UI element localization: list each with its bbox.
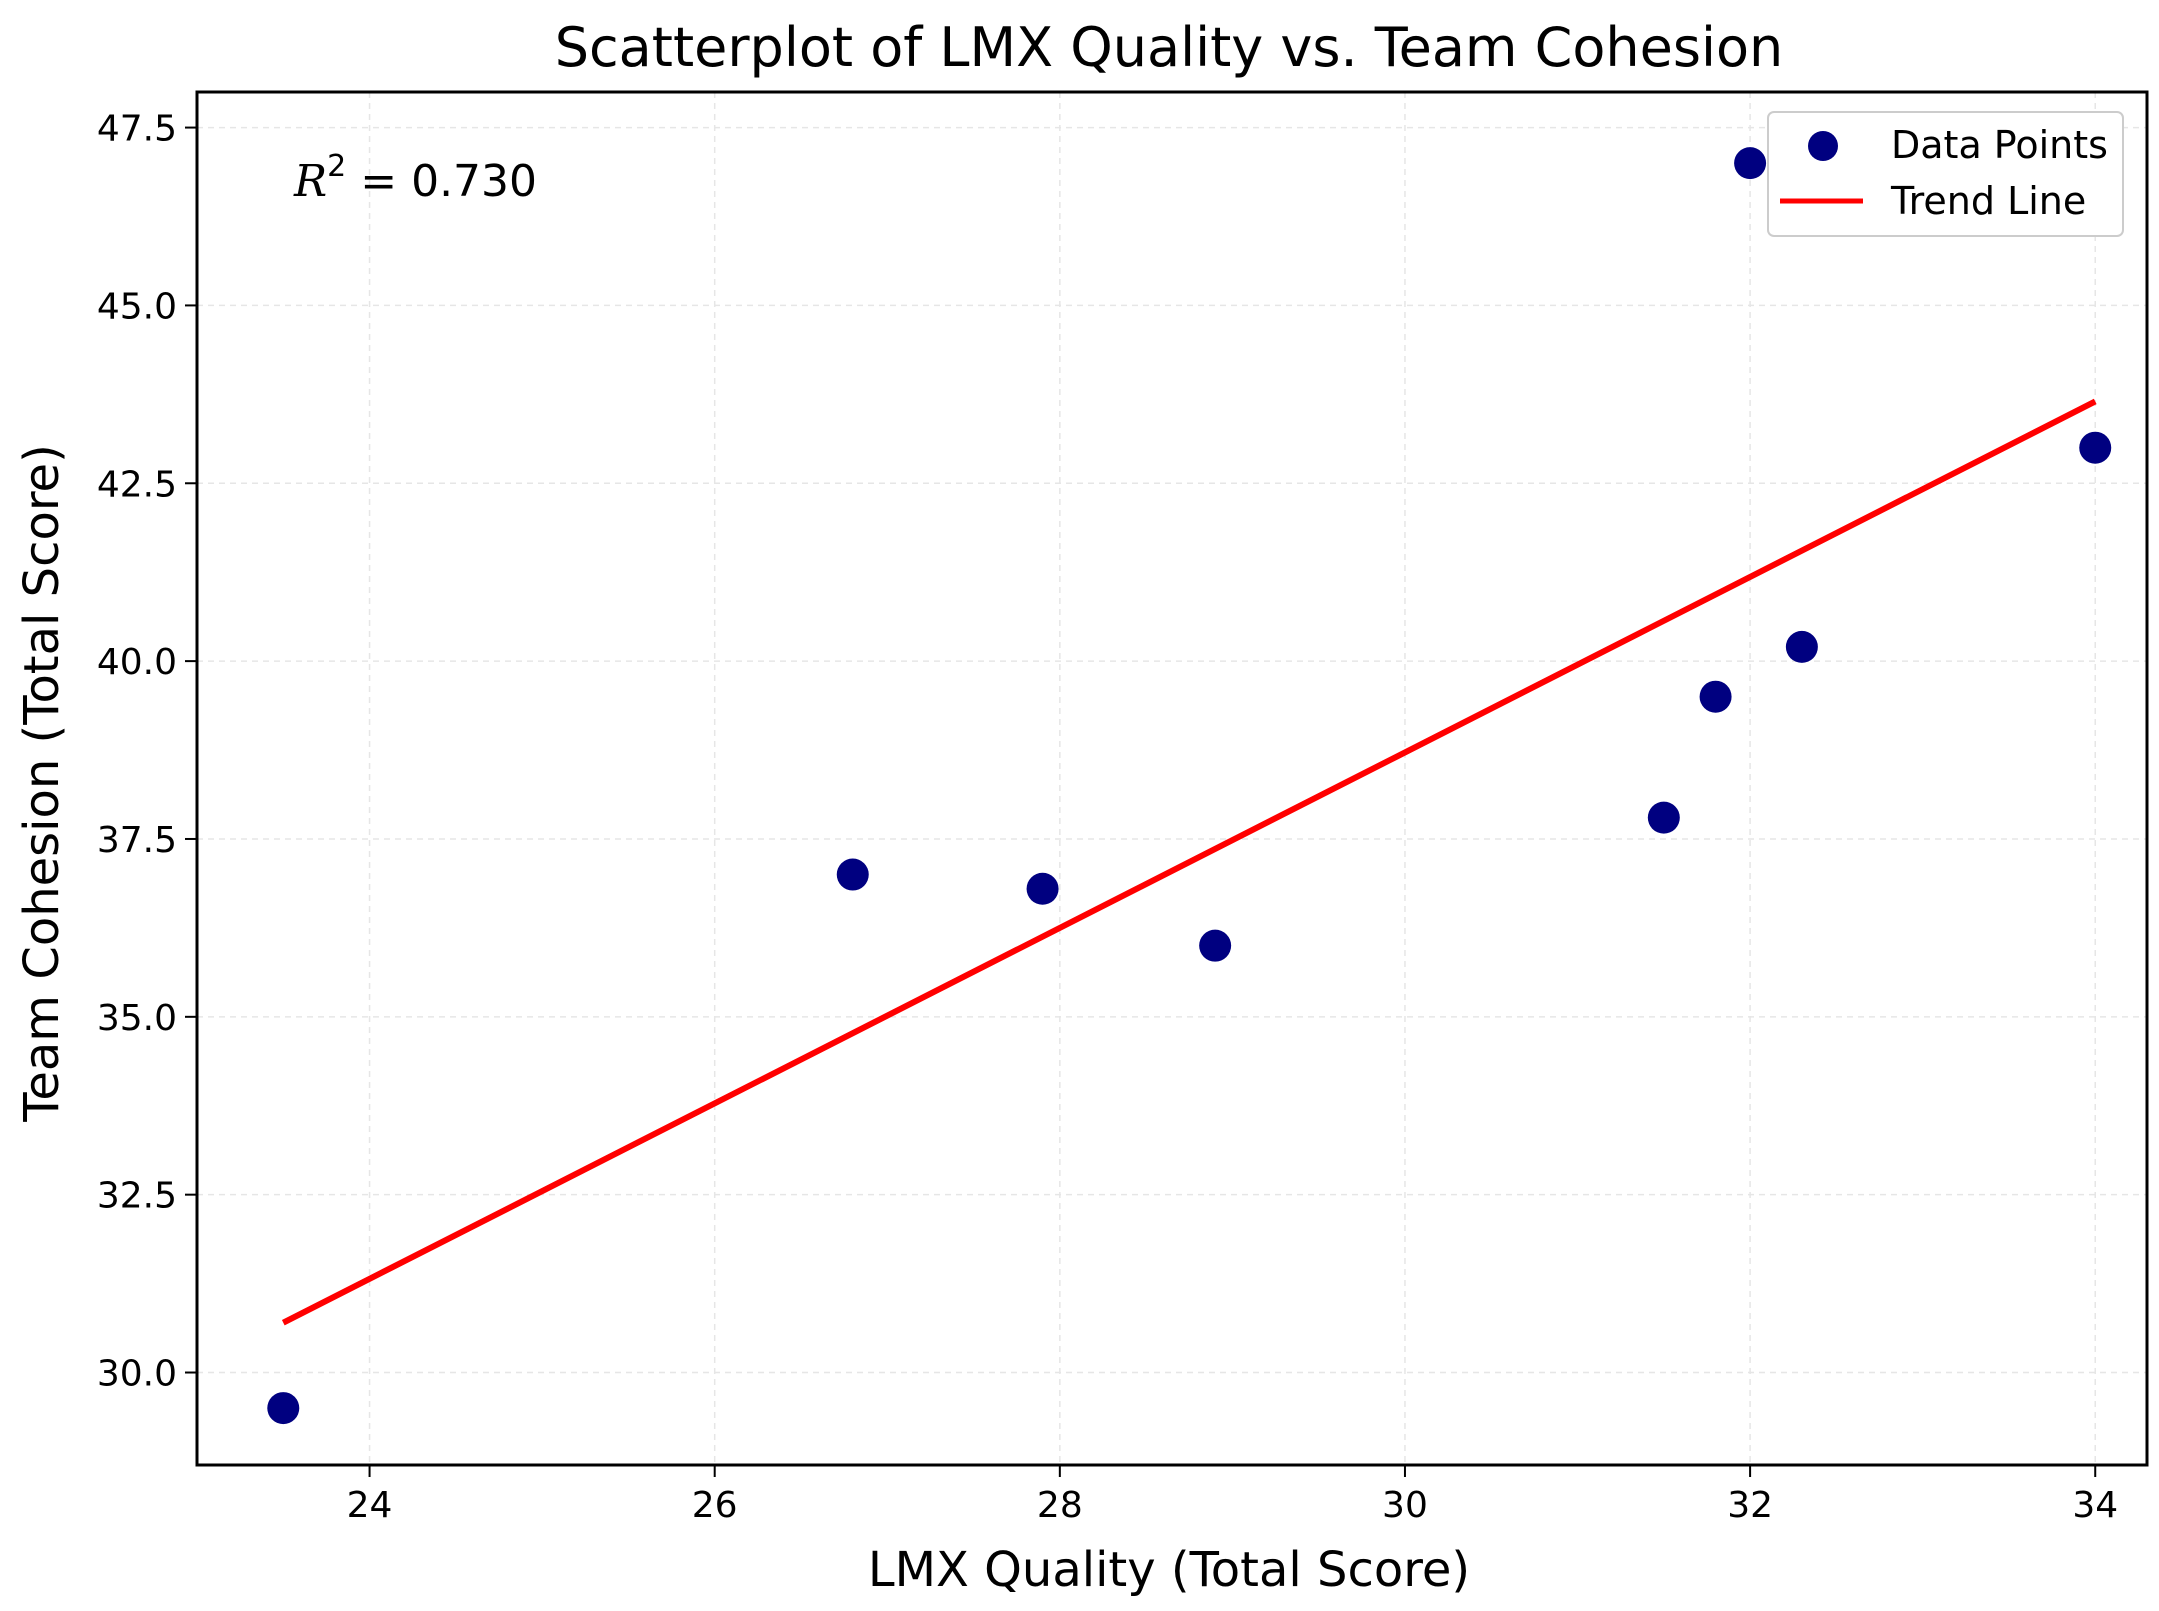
trend-line <box>281 398 2097 1326</box>
grid <box>197 92 2147 1465</box>
data-point <box>1647 801 1680 834</box>
y-tick-label: 32.5 <box>97 1176 177 1217</box>
legend-label-trend-line: Trend Line <box>1890 179 2086 223</box>
r-squared-annotation: R2 = 0.730 <box>293 149 537 207</box>
y-tick-label: 30.0 <box>97 1354 177 1395</box>
legend-marker-data-points <box>1808 131 1838 161</box>
x-tick-label: 24 <box>347 1485 393 1526</box>
x-tick-label: 30 <box>1382 1485 1428 1526</box>
data-point <box>2079 431 2112 464</box>
data-point <box>267 1392 300 1425</box>
x-axis-label: LMX Quality (Total Score) <box>868 1542 1470 1598</box>
r-squared-value: 0.730 <box>411 156 537 207</box>
x-tick-label: 32 <box>1727 1485 1773 1526</box>
data-points-layer <box>267 147 2112 1425</box>
r-symbol: R <box>293 156 327 207</box>
axis-ticks: 24 26 28 30 32 34 30.0 32.5 35.0 37.5 40.0 42.5 45.0… <box>97 109 2118 1526</box>
data-point <box>1026 872 1059 905</box>
y-tick-label: 37.5 <box>97 820 177 861</box>
y-tick-label: 45.0 <box>97 286 177 327</box>
trend-line-layer <box>281 398 2097 1326</box>
legend-box <box>1767 111 2124 237</box>
y-tick-label: 47.5 <box>97 109 177 150</box>
plot-area-frame <box>195 90 2149 1467</box>
r-exponent: 2 <box>327 149 346 184</box>
legend-label-data-points: Data Points <box>1891 123 2108 167</box>
r-equals: = <box>346 156 411 207</box>
x-tick-label: 34 <box>2072 1485 2118 1526</box>
data-point <box>1199 929 1232 962</box>
data-point <box>1734 147 1767 180</box>
y-axis-label: Team Cohesion (Total Score) <box>14 444 70 1123</box>
legend: Data Points Trend Line <box>1767 111 2124 237</box>
y-tick-label: 35.0 <box>97 998 177 1039</box>
y-tick-label: 40.0 <box>97 642 177 683</box>
data-point <box>1699 680 1732 713</box>
x-tick-label: 26 <box>692 1485 738 1526</box>
x-tick-label: 28 <box>1037 1485 1083 1526</box>
data-point <box>836 858 869 891</box>
chart-title: Scatterplot of LMX Quality vs. Team Cohe… <box>555 16 1784 79</box>
data-point <box>1785 630 1818 663</box>
y-tick-label: 42.5 <box>97 464 177 505</box>
